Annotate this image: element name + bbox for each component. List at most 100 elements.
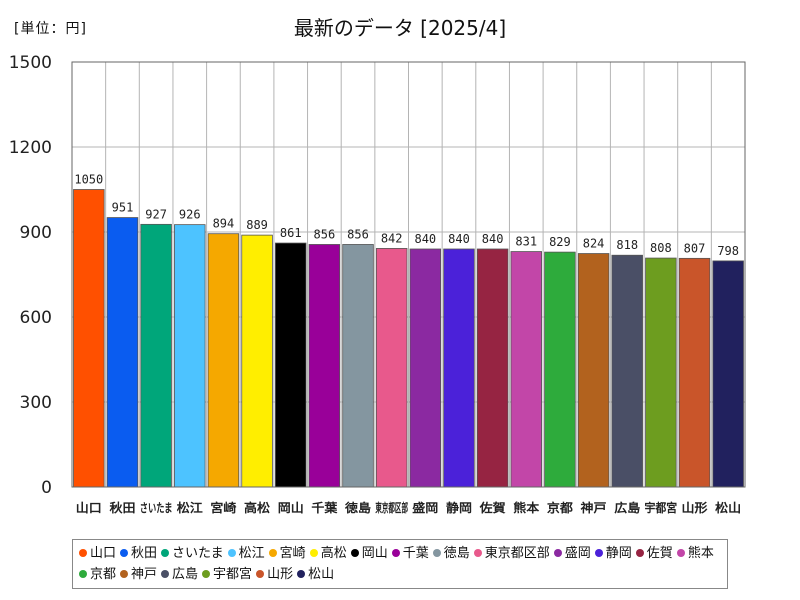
legend-marker xyxy=(202,569,211,578)
legend-marker xyxy=(391,548,400,557)
value-labels: 1050 951 927 926 894 889 861 856 856 842 840 840 840… xyxy=(74,173,739,258)
x-tick-label: 岡山 xyxy=(278,500,304,515)
x-tick-label: 宇都宮 xyxy=(645,500,678,515)
x-tick-label: さいたま xyxy=(140,501,173,515)
y-tick-labels: 0 300 600 900 1200 1500 xyxy=(9,53,52,498)
bar xyxy=(241,234,273,488)
legend-marker xyxy=(594,548,603,557)
x-tick-label: 静岡 xyxy=(446,500,472,515)
value-label: 840 xyxy=(448,232,470,246)
y-tick-label: 300 xyxy=(20,393,52,413)
value-label: 840 xyxy=(414,232,436,246)
value-label: 840 xyxy=(482,232,504,246)
bar xyxy=(274,242,307,488)
x-tick-label: 盛岡 xyxy=(412,500,438,515)
value-label: 889 xyxy=(246,218,268,232)
legend-label: 岡山 xyxy=(361,546,388,561)
legend-marker xyxy=(350,548,359,557)
bar xyxy=(342,244,374,488)
legend-item: 秋田 xyxy=(120,543,157,564)
legend-label: 松山 xyxy=(308,567,335,582)
bar xyxy=(375,248,408,488)
x-tick-label: 広島 xyxy=(614,500,640,515)
legend-item: 京都 xyxy=(79,564,116,585)
chart-title: 最新のデータ [2025/4] xyxy=(293,16,507,40)
legend-item: 徳島 xyxy=(432,543,470,564)
x-tick-label: 佐賀 xyxy=(479,500,506,515)
value-label: 842 xyxy=(381,231,403,245)
bar xyxy=(174,224,206,488)
value-label: 1050 xyxy=(74,173,103,187)
legend-label: 宮崎 xyxy=(279,546,306,561)
y-tick-label: 900 xyxy=(20,223,52,243)
legend-label: 松江 xyxy=(238,546,265,561)
legend-item: 山口 xyxy=(79,543,116,564)
legend-label: 高松 xyxy=(320,546,347,561)
legend: 山口 秋田 さいたま 松江 宮崎 高松 岡山 千葉 徳島 東京都区部 盛岡 静岡 佐賀 熊本京都 神戸 広島宇… xyxy=(72,539,728,589)
legend-label: 京都 xyxy=(90,567,117,582)
legend-item: 宇都宮 xyxy=(202,564,252,585)
legend-item: 神戸 xyxy=(120,564,157,585)
value-label: 856 xyxy=(347,227,369,241)
legend-label: 山口 xyxy=(90,546,117,561)
legend-label: 秋田 xyxy=(131,546,158,561)
plot-frame xyxy=(71,61,746,488)
bar xyxy=(712,260,744,488)
bar xyxy=(544,251,576,488)
legend-item: 佐賀 xyxy=(635,543,673,564)
legend-item: 千葉 xyxy=(391,543,429,564)
bar xyxy=(645,257,677,488)
legend-marker xyxy=(635,548,644,557)
legend-marker xyxy=(161,548,170,557)
legend-label: 千葉 xyxy=(402,546,429,561)
legend-label: 広島 xyxy=(172,567,199,582)
legend-label: 神戸 xyxy=(131,567,158,582)
legend-marker xyxy=(309,548,318,557)
unit-label: [単位：円] xyxy=(14,21,87,37)
legend-marker xyxy=(297,569,306,578)
x-tick-label: 高松 xyxy=(244,500,270,515)
value-label: 818 xyxy=(616,238,638,252)
legend-marker xyxy=(553,548,562,557)
legend-label: 宇都宮 xyxy=(213,567,253,582)
bars xyxy=(73,189,744,488)
value-label: 951 xyxy=(112,201,134,215)
bar xyxy=(476,248,509,488)
bar xyxy=(510,251,543,488)
value-label: 861 xyxy=(280,226,302,240)
legend-item: 山形 xyxy=(256,564,293,585)
value-label: 831 xyxy=(515,235,537,249)
value-label: 927 xyxy=(145,207,167,221)
bar xyxy=(73,189,105,488)
bar xyxy=(140,223,172,488)
bar xyxy=(577,253,610,488)
value-label: 807 xyxy=(684,241,706,255)
value-label: 856 xyxy=(314,227,336,241)
grid-lines xyxy=(72,61,745,488)
legend-label: 佐賀 xyxy=(646,546,673,561)
x-tick-label: 千葉 xyxy=(311,500,338,515)
value-label: 824 xyxy=(583,237,605,251)
x-tick-label: 京都 xyxy=(547,500,573,515)
legend-marker xyxy=(676,548,685,557)
legend-marker xyxy=(432,548,441,557)
value-label: 926 xyxy=(179,208,201,222)
legend-label: 徳島 xyxy=(443,546,470,561)
bar xyxy=(308,244,341,488)
legend-marker xyxy=(161,569,170,578)
legend-marker xyxy=(268,548,277,557)
y-tick-label: 0 xyxy=(41,478,52,498)
legend-label: 静岡 xyxy=(605,546,632,561)
bar xyxy=(443,248,475,488)
x-tick-label: 宮崎 xyxy=(210,500,236,515)
x-tick-label: 山口 xyxy=(76,500,102,515)
legend-item: 宮崎 xyxy=(268,543,306,564)
value-label: 894 xyxy=(213,217,235,231)
legend-item: さいたま xyxy=(161,543,224,564)
legend-marker xyxy=(79,569,87,578)
legend-item: 静岡 xyxy=(594,543,632,564)
y-tick-label: 1200 xyxy=(9,138,52,158)
legend-label: 東京都区部 xyxy=(484,546,550,561)
legend-label: 山形 xyxy=(267,567,294,582)
